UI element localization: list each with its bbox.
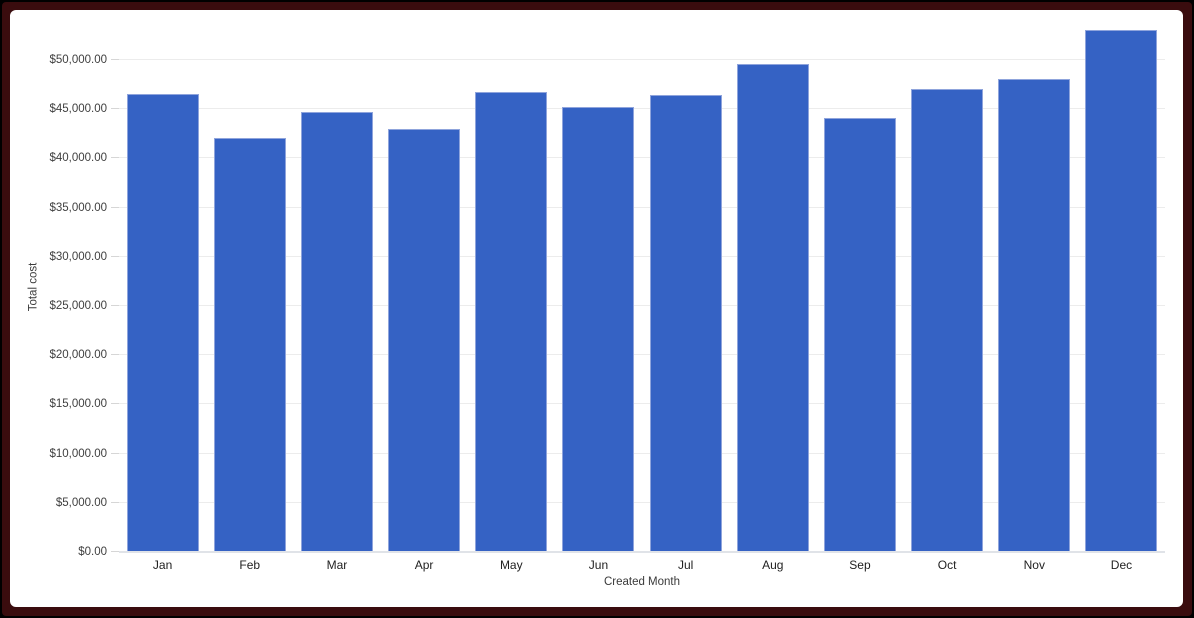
gridline bbox=[119, 108, 1165, 110]
bar-jan[interactable] bbox=[126, 93, 199, 552]
y-axis-label: $25,000.00 bbox=[49, 300, 107, 312]
x-axis-label-may: May bbox=[499, 558, 523, 572]
y-axis-labels: $0.00 $5,000.00 $10,000.00 $15,000.00 $20,00… bbox=[10, 22, 107, 558]
bar-cell bbox=[991, 22, 1078, 552]
gridline bbox=[119, 403, 1165, 405]
y-axis-tick bbox=[111, 403, 119, 405]
bar-cell bbox=[119, 22, 206, 552]
y-axis-label: $45,000.00 bbox=[49, 103, 107, 116]
y-axis-tick bbox=[111, 59, 119, 60]
x-axis-label-aug: Aug bbox=[762, 558, 784, 572]
gridline bbox=[119, 354, 1165, 356]
bar-cell bbox=[381, 22, 468, 552]
x-axis-label-jul: Jul bbox=[677, 558, 694, 572]
bar-cell bbox=[555, 22, 642, 552]
bar-cell bbox=[293, 22, 380, 552]
y-axis-tick bbox=[111, 354, 119, 356]
bar-dec[interactable] bbox=[1085, 30, 1158, 552]
y-axis-label: $0.00 bbox=[78, 546, 107, 558]
bar-jun[interactable] bbox=[562, 106, 635, 552]
x-axis-label-oct: Oct bbox=[937, 558, 957, 572]
y-axis-label: $20,000.00 bbox=[49, 349, 107, 362]
bar-cell bbox=[729, 22, 816, 552]
y-axis-tick bbox=[111, 157, 119, 159]
plot-area bbox=[111, 22, 1165, 553]
y-axis-label: $35,000.00 bbox=[49, 201, 107, 214]
x-axis-label-jun: Jun bbox=[588, 558, 609, 572]
gridline bbox=[119, 157, 1165, 159]
y-axis-label: $30,000.00 bbox=[49, 250, 107, 263]
bar-cell bbox=[816, 22, 903, 552]
y-axis-tick bbox=[111, 452, 119, 454]
y-axis-label: $50,000.00 bbox=[49, 54, 107, 66]
x-axis-label-nov: Nov bbox=[1023, 558, 1045, 572]
y-axis-tick bbox=[111, 206, 119, 208]
gridline bbox=[119, 452, 1165, 454]
gridline bbox=[119, 305, 1165, 306]
bar-nov[interactable] bbox=[998, 78, 1071, 552]
x-axis-label-mar: Mar bbox=[326, 558, 348, 572]
bar-apr[interactable] bbox=[388, 128, 461, 552]
gridline bbox=[119, 59, 1165, 60]
bar-cell bbox=[642, 22, 729, 552]
x-axis-label-jan: Jan bbox=[152, 558, 173, 572]
bar-mar[interactable] bbox=[300, 112, 373, 552]
bar-oct[interactable] bbox=[911, 88, 984, 552]
gridline bbox=[119, 206, 1165, 208]
y-axis-label: $40,000.00 bbox=[49, 152, 107, 165]
y-axis-tick bbox=[111, 108, 119, 110]
y-axis-label: $5,000.00 bbox=[55, 496, 107, 509]
x-axis-label-dec: Dec bbox=[1110, 558, 1133, 572]
bar-cell bbox=[206, 22, 293, 552]
gridline bbox=[119, 255, 1165, 257]
x-axis-label-feb: Feb bbox=[239, 558, 261, 572]
bar-sep[interactable] bbox=[823, 118, 896, 552]
bar-cell bbox=[468, 22, 555, 552]
y-axis-label: $15,000.00 bbox=[49, 398, 107, 411]
x-axis-labels: Jan Feb Mar Apr May Jun Jul Aug Sep Oct Nov Dec bbox=[119, 557, 1165, 573]
bars-container bbox=[119, 22, 1165, 552]
bar-cell bbox=[904, 22, 991, 552]
bar-feb[interactable] bbox=[213, 138, 286, 552]
x-axis-line bbox=[119, 551, 1165, 553]
bar-cell bbox=[1078, 22, 1165, 552]
x-axis-label-apr: Apr bbox=[414, 558, 434, 572]
y-axis-label: $10,000.00 bbox=[49, 447, 107, 460]
y-axis-tick bbox=[111, 255, 119, 257]
y-axis-tick bbox=[111, 305, 119, 306]
x-axis-title: Created Month bbox=[603, 576, 681, 588]
chart-panel: Total cost $0.00 $5,000.00 $10,000.00 $15,0… bbox=[10, 10, 1183, 607]
x-axis-label-sep: Sep bbox=[849, 558, 871, 572]
gridline bbox=[119, 501, 1165, 503]
y-axis-tick bbox=[111, 501, 119, 503]
bar-may[interactable] bbox=[475, 91, 548, 552]
bar-aug[interactable] bbox=[736, 63, 809, 552]
bar-jul[interactable] bbox=[649, 95, 722, 552]
y-axis-tick bbox=[111, 551, 119, 552]
